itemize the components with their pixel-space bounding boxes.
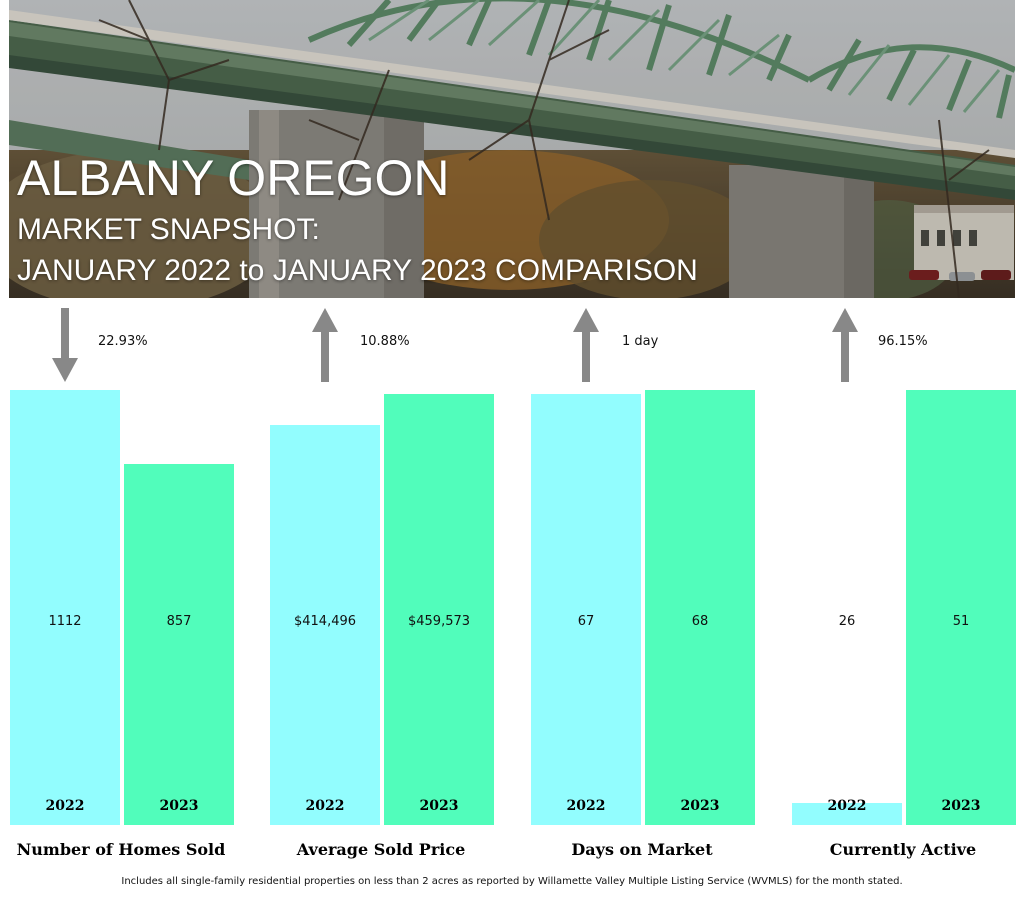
change-homes-sold: 22.93% [98,334,148,349]
bar-currently-active-2023 [906,390,1016,825]
page-subtitle: MARKET SNAPSHOT: [17,213,320,246]
page-subtitle-period: JANUARY 2022 to JANUARY 2023 COMPARISON [17,254,698,287]
footnote: Includes all single-family residential p… [121,876,903,887]
value-label-avg-price-2023: $459,573 [408,614,470,629]
bar-avg-price-2023 [384,394,494,825]
value-label-days-on-market-2022: 67 [578,614,595,629]
bar-currently-active-2022 [792,803,902,825]
category-label-days-on-market: Days on Market [571,840,713,859]
year-label-days-on-market-2022: 2022 [567,798,606,814]
value-label-homes-sold-2022: 1112 [48,614,81,629]
category-label-avg-price: Average Sold Price [296,840,466,859]
value-label-homes-sold-2023: 857 [167,614,192,629]
year-label-days-on-market-2023: 2023 [681,798,720,814]
arrow-down-icon [52,308,78,382]
year-label-currently-active-2022: 2022 [828,798,867,814]
value-label-days-on-market-2023: 68 [692,614,709,629]
page-title: ALBANY OREGON [17,150,450,206]
arrow-up-icon [573,308,599,382]
year-label-homes-sold-2022: 2022 [46,798,85,814]
category-label-homes-sold: Number of Homes Sold [16,840,226,859]
year-label-avg-price-2023: 2023 [420,798,459,814]
bar-homes-sold-2022 [10,390,120,825]
category-label-currently-active: Currently Active [829,840,977,859]
value-label-currently-active-2022: 26 [839,614,856,629]
change-days-on-market: 1 day [622,334,659,349]
bar-days-on-market-2022 [531,394,641,825]
year-label-currently-active-2023: 2023 [942,798,981,814]
bar-avg-price-2022 [270,425,380,825]
bar-homes-sold-2023 [124,464,234,825]
arrow-up-icon [312,308,338,382]
arrow-up-icon [832,308,858,382]
hero-photo: ALBANY OREGON MARKET SNAPSHOT: JANUARY 2… [9,0,1015,298]
value-label-avg-price-2022: $414,496 [294,614,356,629]
bar-days-on-market-2023 [645,390,755,825]
year-label-avg-price-2022: 2022 [306,798,345,814]
change-currently-active: 96.15% [878,334,928,349]
year-label-homes-sold-2023: 2023 [160,798,199,814]
value-label-currently-active-2023: 51 [953,614,970,629]
bridge-photo [9,0,1015,298]
change-avg-price: 10.88% [360,334,410,349]
